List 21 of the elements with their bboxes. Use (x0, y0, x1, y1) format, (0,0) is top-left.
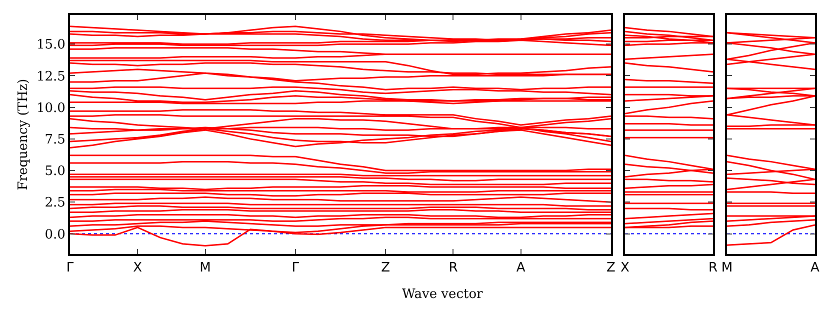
y-tick-label: 12.5 (36, 69, 66, 84)
y-tick-label: 0.0 (44, 227, 66, 242)
x-tick-label: X (620, 260, 630, 276)
y-tick-label: 5.0 (44, 164, 66, 180)
x-tick-label: M (721, 260, 733, 276)
x-tick-label: R (448, 260, 458, 276)
x-tick-label: X (133, 260, 142, 276)
y-tick-label: 15.0 (36, 38, 66, 53)
x-tick-label: A (516, 260, 526, 276)
x-tick-label: Z (381, 260, 390, 276)
x-tick-label: Γ (292, 260, 300, 276)
x-axis-title: Wave vector (402, 287, 484, 302)
y-tick-label: 10.0 (36, 100, 66, 116)
x-tick-label: Z (606, 260, 616, 276)
y-tick-label: 7.5 (44, 132, 66, 148)
x-tick-label: Γ (66, 260, 74, 276)
y-axis-title: Frequency (THz) (16, 78, 31, 190)
x-tick-label: M (200, 260, 211, 276)
y-tick-label: 2.5 (44, 196, 66, 211)
x-tick-label: R (708, 260, 718, 276)
x-tick-label: A (810, 260, 820, 276)
